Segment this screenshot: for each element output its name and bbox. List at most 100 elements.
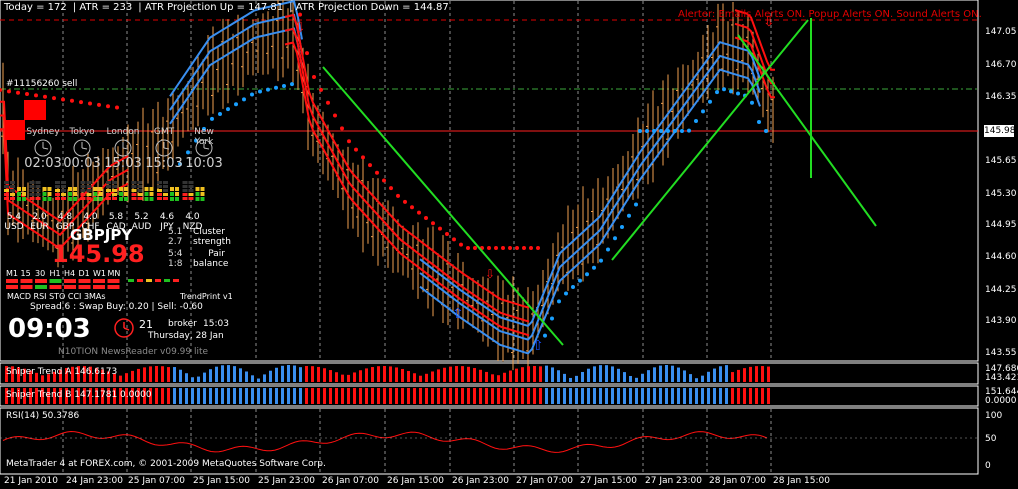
cluster-value-1: 5.1 <box>168 227 183 237</box>
timeframe-15: 15 <box>20 269 31 278</box>
time-axis-label: 28 Jan 15:00 <box>773 476 830 486</box>
sniper-a-scale-top: 147.680 <box>985 364 1018 374</box>
time-axis-label: 25 Jan 23:00 <box>258 476 315 486</box>
rsi-label: RSI(14) 50.3786 <box>6 411 80 421</box>
rsi-frame <box>0 407 979 475</box>
buy-arrow-icon: ⇧ <box>532 338 544 354</box>
sell-arrow-icon: ⇩ <box>763 14 775 30</box>
sniper-a-frame <box>0 362 979 385</box>
currency-value: 4.0 <box>185 212 200 222</box>
session-sydney-time: 02:03 <box>24 156 62 171</box>
timeframe-h4: H4 <box>64 269 76 278</box>
currency-code: USD <box>4 222 24 232</box>
price-axis-label: 147.05 <box>985 27 1017 37</box>
buy-arrow-icon: ⇧ <box>452 306 464 322</box>
spread-swap-line: Spread 6 : Swap Buy: 0.20 | Sell: -0.60 <box>30 302 203 312</box>
atr-projection-up: ATR Projection Up = 147.81 <box>144 2 284 13</box>
timeframe-d1: D1 <box>78 269 90 278</box>
time-axis-label: 25 Jan 15:00 <box>193 476 250 486</box>
broker-clock-icon <box>114 318 134 338</box>
time-axis-label: 27 Jan 15:00 <box>580 476 637 486</box>
newsreader-label: N10TION NewsReader v09.99 lite <box>58 347 209 357</box>
session-london-time: 15:03 <box>104 156 142 171</box>
trend-dots <box>0 12 768 338</box>
session-clocks <box>34 139 213 157</box>
indicator-labels: MACD RSI STO CCI 3MAs <box>7 292 106 301</box>
timeframe-30: 30 <box>35 269 46 278</box>
rsi-level-0: 0 <box>985 461 991 471</box>
price-axis-label: 143.90 <box>985 316 1017 326</box>
clock-seconds: 21 <box>139 318 153 331</box>
time-axis-label: 27 Jan 07:00 <box>516 476 573 486</box>
price-axis-label: 144.60 <box>985 252 1017 262</box>
copyright: MetaTrader 4 at FOREX.com, © 2001-2009 M… <box>6 459 326 469</box>
currency-strength-gbp: 4.8 GBP <box>52 212 78 232</box>
local-clock: 09:03 <box>8 314 91 344</box>
trendline-down <box>322 66 564 346</box>
time-axis-label: 26 Jan 07:00 <box>322 476 379 486</box>
atr-projection-down: ATR Projection Down = 144.87 <box>295 2 449 13</box>
currency-strength-eur: 2.0 EUR <box>27 212 53 232</box>
currency-code: AUD <box>131 222 152 232</box>
broker-label: broker <box>168 319 197 329</box>
rsi-level-100: 100 <box>985 411 1003 421</box>
main-chart-frame <box>0 0 979 362</box>
alerter-status: Alerter: Emails Alerts ON. Popup Alerts … <box>678 9 982 20</box>
pair-value-2: 1:8 <box>168 259 183 269</box>
currency-value: 4.6 <box>159 212 175 222</box>
currency-strength-jpy: 4.6 JPY <box>154 212 180 232</box>
price-axis-label: 146.35 <box>985 92 1017 102</box>
sniper-a-label: Sniper Trend A 146.6173 <box>6 367 118 377</box>
current-price-display: 145.98 <box>52 240 145 268</box>
timeframe-h1: H1 <box>49 269 61 278</box>
time-axis-label: 24 Jan 23:00 <box>66 476 123 486</box>
session-sydney-label: Sydney <box>26 127 60 137</box>
cluster-value-2: 2.7 <box>168 237 183 247</box>
order-tag: #11156260 sell <box>6 79 78 89</box>
trendprint-label: TrendPrint v1 <box>180 292 233 301</box>
grid <box>62 1 772 473</box>
trendline-up <box>611 19 809 261</box>
clock-date: Thursday, 28 Jan <box>148 331 224 341</box>
currency-strength-aud: 5.2 AUD <box>129 212 155 232</box>
timeframe-mn: MN <box>107 269 121 278</box>
currency-code: CAD <box>106 222 126 232</box>
currency-strength-cad: 5.8 CAD <box>103 212 129 232</box>
currency-value: 5.4 <box>6 212 22 222</box>
session-gmt-label: GMT <box>153 127 175 137</box>
signal-block <box>5 120 25 140</box>
session-newyork-time: 10:03 <box>185 156 223 171</box>
trendline-right <box>737 34 877 227</box>
currency-code: NZD <box>182 222 203 232</box>
price-axis-label: 144.25 <box>985 285 1017 295</box>
sniper-b-scale-top: 151.644 <box>985 387 1018 397</box>
timeframe-w1: W1 <box>93 269 106 278</box>
time-axis-label: 25 Jan 07:00 <box>128 476 185 486</box>
currency-code: CHF <box>81 222 100 232</box>
sniper-trend-b-histogram <box>5 388 770 404</box>
price-axis-label: 146.70 <box>985 60 1017 70</box>
time-axis-label: 26 Jan 15:00 <box>387 476 444 486</box>
currency-strength-usd: 5.4 USD <box>1 212 27 232</box>
price-axis-label: 143.55 <box>985 348 1017 358</box>
session-london-label: London <box>106 127 140 137</box>
price-axis-label: 145.30 <box>985 189 1017 199</box>
currency-value: 4.0 <box>83 212 98 222</box>
currency-strength-nzd: 4.0 NZD <box>180 212 206 232</box>
currency-strength-chf: 4.0 CHF <box>78 212 104 232</box>
pair-balance-label: Pair balance <box>193 249 229 269</box>
channel-bands <box>0 0 775 355</box>
current-price-tag: 145.98 <box>984 125 1016 137</box>
sniper-b-scale-bottom: 0.0000 <box>985 396 1017 406</box>
sell-arrow-icon: ⇩ <box>294 20 306 36</box>
today-range: Today = 172 <box>4 2 67 13</box>
time-axis-label: 27 Jan 23:00 <box>645 476 702 486</box>
currency-strength-bars <box>4 181 205 201</box>
price-axis-label: 145.65 <box>985 156 1017 166</box>
sniper-b-label: Sniper Trend B 147.1781 0.0000 <box>6 390 152 400</box>
currency-code: GBP <box>55 222 75 232</box>
time-axis-label: 26 Jan 23:00 <box>452 476 509 486</box>
currency-value: 4.8 <box>57 212 73 222</box>
chart-header: Today = 172 | ATR = 233 | ATR Projection U… <box>4 2 449 13</box>
